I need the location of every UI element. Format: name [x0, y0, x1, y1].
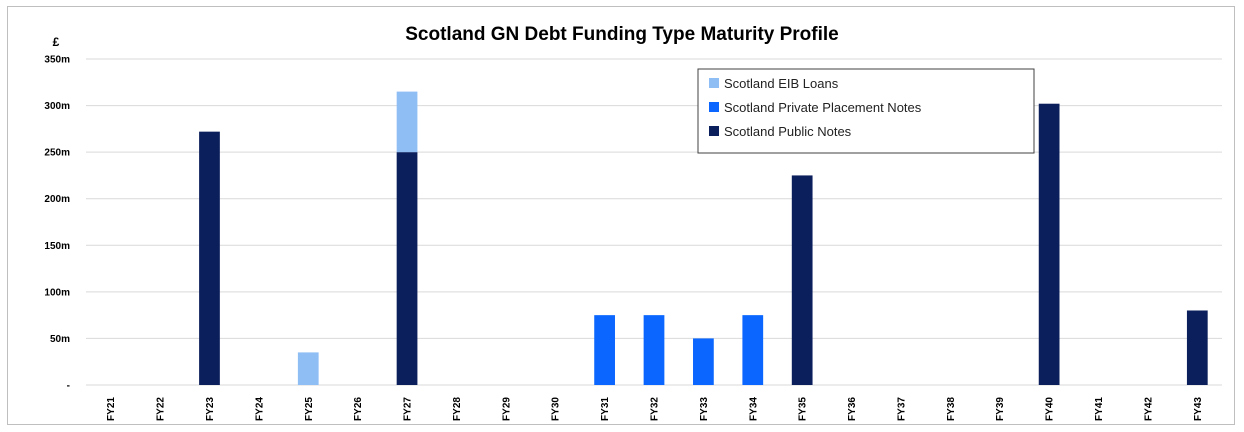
x-tick-label: FY41	[1094, 397, 1105, 421]
legend-entry: Scotland Private Placement Notes	[724, 100, 922, 115]
x-tick-label: FY23	[205, 397, 216, 421]
x-tick-label: FY35	[798, 397, 809, 421]
y-tick-label: 200m	[44, 194, 70, 205]
x-tick-label: FY28	[452, 397, 463, 421]
bar-fy35-series-0	[791, 175, 813, 385]
y-tick-label: -	[67, 381, 70, 392]
legend-entry: Scotland EIB Loans	[724, 76, 839, 91]
y-tick-label: 50m	[50, 334, 70, 345]
legend-swatch	[709, 126, 719, 136]
x-tick-label: FY26	[353, 397, 364, 421]
x-tick-label: FY29	[501, 397, 512, 421]
bar-fy31-series-1	[594, 315, 615, 385]
legend-swatch	[709, 78, 719, 88]
bar-fy27-series-0	[396, 152, 418, 385]
x-tick-label: FY30	[551, 397, 562, 421]
x-axis: FY21 FY22 FY23 FY24 FY25 FY26 FY27 FY28 FY29 FY30…	[106, 397, 1204, 421]
x-tick-label: FY25	[304, 397, 315, 421]
x-tick-label: FY36	[847, 397, 858, 421]
y-tick-label: 100m	[44, 287, 70, 298]
y-axis: - 50m 100m 150m 200m 250m 300m 350m	[44, 55, 70, 392]
x-tick-label: FY37	[896, 397, 907, 421]
bar-fy33-series-1	[693, 338, 714, 385]
x-tick-label: FY32	[650, 397, 661, 421]
x-tick-label: FY22	[156, 397, 167, 421]
bar-fy27-series-2	[396, 91, 418, 153]
bars-layer	[199, 91, 1208, 386]
bar-fy32-series-1	[643, 315, 665, 385]
bar-fy23-series-0	[199, 131, 220, 385]
x-tick-label: FY31	[600, 397, 611, 421]
chart-title: Scotland GN Debt Funding Type Maturity P…	[405, 24, 839, 45]
legend: Scotland EIB Loans Scotland Private Place…	[697, 68, 1035, 154]
x-tick-label: FY38	[946, 397, 957, 421]
y-tick-label: 150m	[44, 241, 70, 252]
x-tick-label: FY33	[699, 397, 710, 421]
y-tick-label: 300m	[44, 101, 70, 112]
legend-entry: Scotland Public Notes	[724, 124, 852, 139]
bar-fy43-series-0	[1186, 310, 1208, 385]
x-tick-label: FY27	[403, 397, 414, 421]
y-unit-label: £	[53, 35, 60, 49]
x-tick-label: FY42	[1143, 397, 1154, 421]
x-tick-label: FY39	[995, 397, 1006, 421]
bar-fy34-series-1	[742, 315, 764, 385]
x-tick-label: FY21	[106, 397, 117, 421]
x-tick-label: FY40	[1045, 397, 1056, 421]
bar-fy40-series-0	[1038, 103, 1060, 386]
y-tick-label: 350m	[44, 55, 70, 66]
legend-swatch	[709, 102, 719, 112]
y-tick-label: 250m	[44, 148, 70, 159]
x-tick-label: FY34	[748, 397, 759, 421]
legend-box	[697, 68, 1035, 154]
bar-fy25-series-2	[297, 352, 319, 385]
x-tick-label: FY24	[254, 397, 265, 421]
x-tick-label: FY43	[1193, 397, 1204, 421]
